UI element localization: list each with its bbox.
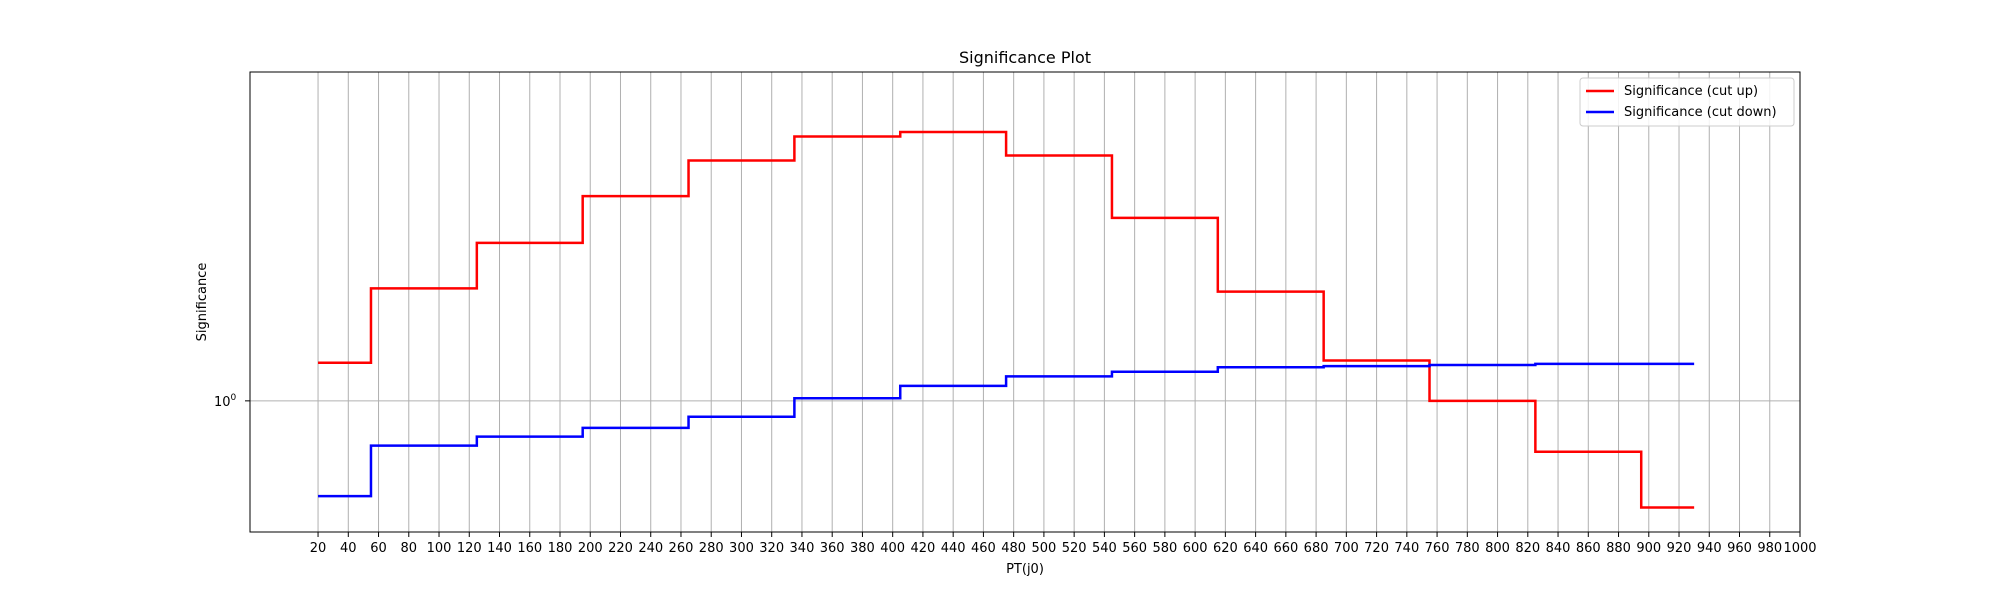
x-tick-label: 1000 <box>1783 541 1816 556</box>
x-tick-label: 560 <box>1122 541 1147 556</box>
x-axis: 20 40 60 80 100 120 140 160 180 200 220 240 260 280 30… <box>310 532 1817 556</box>
x-tick-label: 800 <box>1485 541 1510 556</box>
x-tick-label: 60 <box>370 541 387 556</box>
x-tick-label: 260 <box>669 541 694 556</box>
x-tick-label: 80 <box>401 541 418 556</box>
x-tick-label: 940 <box>1697 541 1722 556</box>
x-tick-label: 620 <box>1213 541 1238 556</box>
x-tick-label: 700 <box>1334 541 1359 556</box>
x-tick-label: 200 <box>578 541 603 556</box>
x-tick-label: 520 <box>1062 541 1087 556</box>
x-tick-label: 140 <box>487 541 512 556</box>
x-tick-label: 600 <box>1183 541 1208 556</box>
legend-label-cut-up: Significance (cut up) <box>1624 84 1758 99</box>
x-tick-label: 740 <box>1394 541 1419 556</box>
x-tick-label: 660 <box>1273 541 1298 556</box>
x-tick-label: 220 <box>608 541 633 556</box>
legend-box <box>1579 77 1795 127</box>
x-axis-label: PT(j0) <box>1006 562 1044 577</box>
y-tick-label: 100 <box>214 393 237 410</box>
x-tick-label: 320 <box>759 541 784 556</box>
grid <box>250 72 1801 532</box>
x-tick-label: 240 <box>638 541 663 556</box>
plot-frame <box>249 71 1801 533</box>
x-tick-label: 580 <box>1152 541 1177 556</box>
x-tick-label: 280 <box>699 541 724 556</box>
x-tick-label: 400 <box>880 541 905 556</box>
y-axis: 100 <box>214 393 250 410</box>
x-tick-label: 120 <box>457 541 482 556</box>
series-line-cut-up <box>318 130 1695 509</box>
x-tick-label: 500 <box>1031 541 1056 556</box>
x-tick-label: 340 <box>790 541 815 556</box>
x-tick-label: 360 <box>820 541 845 556</box>
x-tick-label: 840 <box>1546 541 1571 556</box>
y-axis-label: Significance <box>195 263 210 342</box>
x-tick-label: 40 <box>340 541 357 556</box>
x-tick-label: 420 <box>911 541 936 556</box>
x-tick-label: 380 <box>850 541 875 556</box>
x-tick-label: 960 <box>1727 541 1752 556</box>
x-tick-label: 720 <box>1364 541 1389 556</box>
x-tick-label: 900 <box>1636 541 1661 556</box>
x-tick-label: 880 <box>1606 541 1631 556</box>
x-tick-label: 440 <box>941 541 966 556</box>
legend-label-cut-down: Significance (cut down) <box>1624 105 1777 120</box>
x-tick-label: 180 <box>548 541 573 556</box>
x-tick-label: 680 <box>1304 541 1329 556</box>
x-tick-label: 480 <box>1001 541 1026 556</box>
x-tick-label: 920 <box>1667 541 1692 556</box>
x-tick-label: 100 <box>427 541 452 556</box>
x-tick-label: 460 <box>971 541 996 556</box>
series-layer <box>318 130 1695 509</box>
x-tick-label: 640 <box>1243 541 1268 556</box>
x-tick-label: 860 <box>1576 541 1601 556</box>
x-tick-label: 20 <box>310 541 327 556</box>
x-tick-label: 300 <box>729 541 754 556</box>
x-tick-label: 820 <box>1515 541 1540 556</box>
series-line-cut-down <box>318 362 1695 498</box>
x-tick-label: 780 <box>1455 541 1480 556</box>
legend: Significance (cut up) Significance (cut … <box>1579 77 1795 127</box>
x-tick-label: 160 <box>517 541 542 556</box>
chart-title: Significance Plot <box>959 48 1091 67</box>
y-tick-base: 10 <box>214 395 231 410</box>
x-tick-label: 980 <box>1757 541 1782 556</box>
y-tick-exponent: 0 <box>231 393 237 403</box>
x-tick-label: 540 <box>1092 541 1117 556</box>
x-tick-label: 760 <box>1425 541 1450 556</box>
